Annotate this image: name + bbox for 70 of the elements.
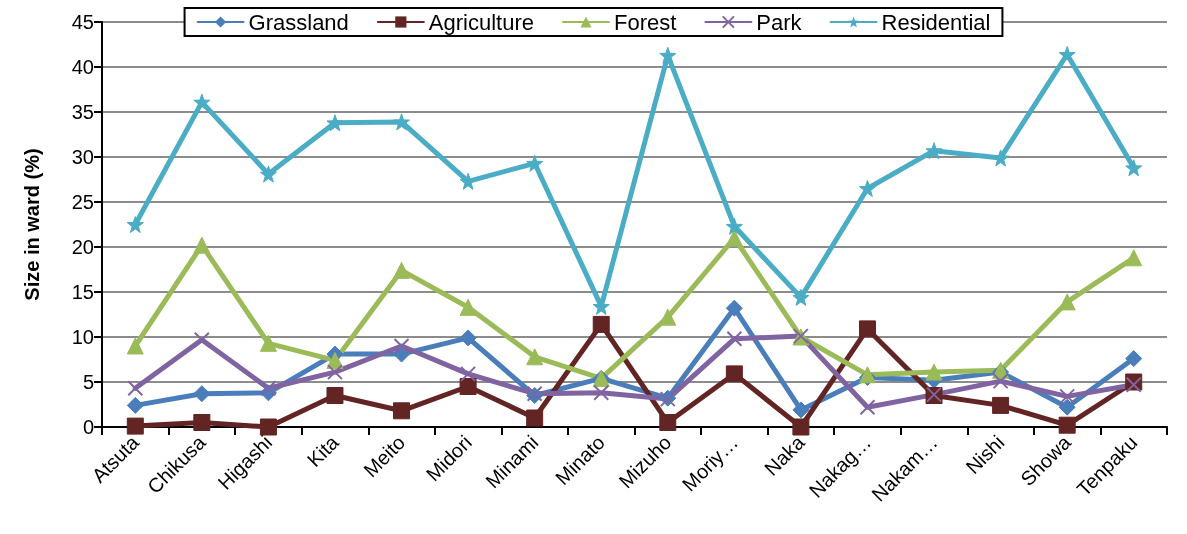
legend-label: Grassland xyxy=(248,9,349,35)
point xyxy=(126,216,144,233)
y-tick-label: 15 xyxy=(71,281,94,303)
point xyxy=(459,298,477,316)
point xyxy=(393,338,410,354)
point xyxy=(792,401,810,419)
y-tick-label: 10 xyxy=(71,326,94,348)
point xyxy=(725,299,743,317)
point xyxy=(1058,293,1076,311)
point xyxy=(792,288,810,306)
point xyxy=(259,165,277,183)
point xyxy=(593,384,610,401)
x-tick-label: Kita xyxy=(302,430,344,472)
y-tick-label: 5 xyxy=(82,371,94,393)
point xyxy=(393,113,411,131)
point xyxy=(260,380,277,397)
point xyxy=(1058,416,1076,434)
y-tick-label: 0 xyxy=(82,416,94,438)
point xyxy=(726,330,743,347)
point xyxy=(193,414,211,431)
point xyxy=(925,363,943,381)
point xyxy=(326,114,344,132)
point xyxy=(126,417,144,435)
point xyxy=(792,418,810,436)
point xyxy=(725,217,743,235)
point xyxy=(858,180,876,197)
point xyxy=(992,396,1010,414)
y-tick-label: 45 xyxy=(71,11,94,33)
point xyxy=(460,365,477,382)
point xyxy=(725,365,743,383)
point xyxy=(925,142,943,160)
legend-label: Forest xyxy=(614,9,677,35)
y-tick-label: 25 xyxy=(71,191,94,213)
point xyxy=(193,93,211,111)
point xyxy=(1125,249,1143,267)
point xyxy=(127,380,144,397)
point xyxy=(592,315,610,333)
point xyxy=(858,320,876,338)
point xyxy=(259,334,277,352)
point xyxy=(459,378,477,395)
point xyxy=(1059,388,1076,405)
point xyxy=(326,364,343,381)
point xyxy=(259,418,277,436)
point xyxy=(992,373,1009,390)
point xyxy=(592,297,610,315)
y-tick-label: 20 xyxy=(71,236,94,258)
point xyxy=(526,348,544,366)
point xyxy=(659,46,677,64)
point xyxy=(126,337,144,355)
y-tick-label: 30 xyxy=(71,146,94,168)
y-tick-label: 35 xyxy=(71,101,94,123)
point xyxy=(526,154,544,172)
point xyxy=(126,396,144,414)
point xyxy=(1125,159,1143,177)
legend-label: Residential xyxy=(881,9,991,35)
point xyxy=(725,229,743,247)
point xyxy=(193,236,211,254)
point xyxy=(1058,398,1076,416)
point xyxy=(393,402,411,420)
point xyxy=(193,385,211,403)
point xyxy=(393,261,411,279)
legend-label: Park xyxy=(756,9,803,35)
legend-label: Agriculture xyxy=(428,9,534,35)
point xyxy=(459,329,477,347)
point xyxy=(326,387,344,404)
point xyxy=(659,414,677,431)
point xyxy=(1125,350,1143,368)
y-axis-title: Size in ward (%) xyxy=(21,148,43,301)
y-tick-label: 40 xyxy=(71,56,94,78)
point xyxy=(526,409,544,427)
